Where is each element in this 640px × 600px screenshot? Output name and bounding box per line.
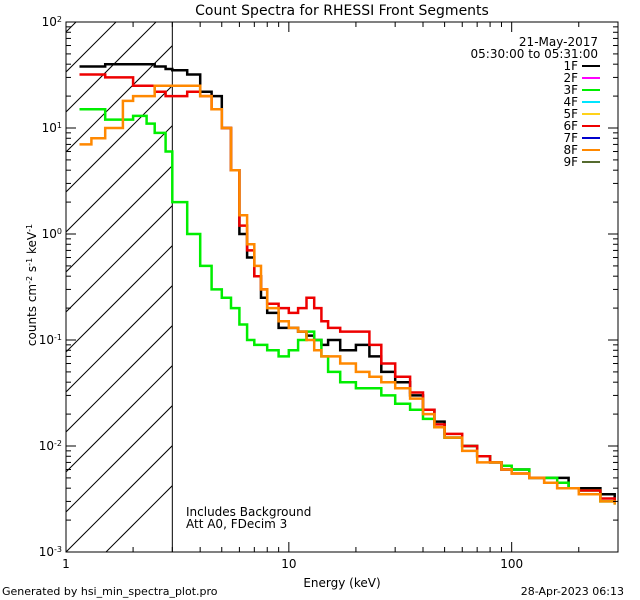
y-tick-label: 101: [42, 121, 62, 136]
plot-frame: [65, 21, 619, 553]
series-8F-line: [79, 84, 616, 505]
hatch-line: [66, 284, 173, 393]
hatch-line: [66, 364, 173, 473]
legend-label-8F: 8F: [563, 143, 578, 157]
generated-by-label: Generated by hsi_min_spectra_plot.pro: [2, 585, 218, 598]
x-tick-label: 100: [500, 557, 523, 571]
time-range-label: 05:30:00 to 05:31:00: [471, 47, 598, 61]
legend-label-7F: 7F: [563, 131, 578, 145]
timestamp-label: 28-Apr-2023 06:13: [521, 585, 624, 598]
y-axis-label: counts cm-2 s-1 keV-1: [25, 224, 40, 346]
series-3F-line: [79, 108, 616, 505]
date-label: 21-May-2017: [519, 35, 598, 49]
y-axis-ticks: 10-3 10-2 10-1 100 101 102: [39, 15, 618, 560]
series-layer: [79, 62, 616, 505]
hatch-line: [66, 244, 173, 353]
hatch-line: [66, 164, 173, 273]
hatch-line: [66, 404, 173, 513]
annotation-background: Includes Background: [186, 505, 311, 519]
hatch-line: [66, 22, 157, 113]
hatch-line: [66, 124, 173, 233]
hatch-line: [66, 324, 173, 433]
legend-label-1F: 1F: [563, 59, 578, 73]
legend-label-2F: 2F: [563, 71, 578, 85]
y-tick-label: 100: [42, 227, 62, 242]
hatch-line: [66, 444, 173, 552]
legend-label-3F: 3F: [563, 83, 578, 97]
y-tick-label: 10-3: [39, 545, 62, 560]
hatch-line: [66, 44, 173, 153]
chart-title: Count Spectra for RHESSI Front Segments: [195, 3, 489, 19]
x-axis-ticks: 1 10 100: [62, 22, 619, 571]
legend-label-5F: 5F: [563, 107, 578, 121]
x-axis-label: Energy (keV): [303, 576, 380, 590]
series-1F-line: [79, 62, 616, 502]
legend-label-9F: 9F: [563, 155, 578, 169]
annotation-attenuator: Att A0, FDecim 3: [186, 517, 287, 531]
legend-label-4F: 4F: [563, 95, 578, 109]
y-tick-label: 10-1: [39, 333, 62, 348]
x-tick-label: 10: [281, 557, 296, 571]
y-tick-label: 10-2: [39, 439, 62, 454]
y-tick-label: 102: [42, 15, 62, 30]
x-tick-label: 1: [62, 557, 70, 571]
hatch-line: [66, 204, 173, 313]
legend-label-6F: 6F: [563, 119, 578, 133]
hatch-line: [105, 484, 173, 552]
hatch-line: [66, 84, 173, 193]
